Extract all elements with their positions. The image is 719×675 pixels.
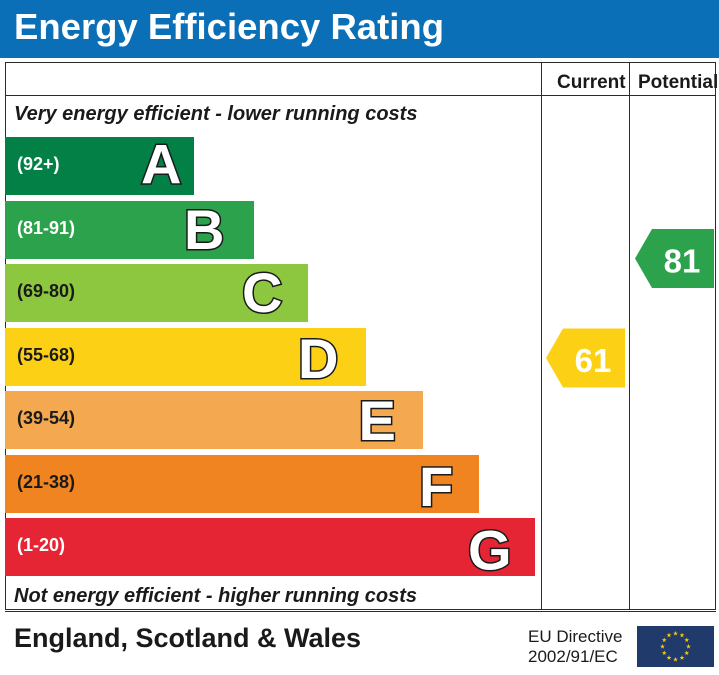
svg-text:81: 81 <box>664 243 701 280</box>
svg-text:61: 61 <box>575 342 612 379</box>
